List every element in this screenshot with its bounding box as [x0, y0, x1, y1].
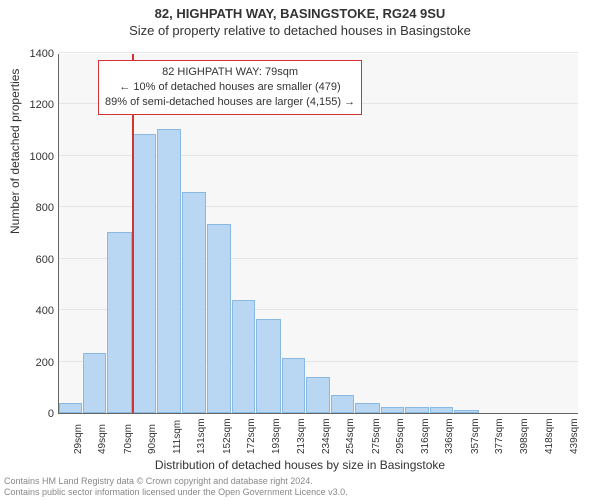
x-tick-label: 418sqm: [544, 418, 555, 454]
histogram-bar: [207, 224, 231, 413]
chart-title-line1: 82, HIGHPATH WAY, BASINGSTOKE, RG24 9SU: [0, 6, 600, 21]
x-tick-label: 234sqm: [321, 418, 332, 454]
y-tick-label: 0: [14, 408, 54, 420]
chart-title-block: 82, HIGHPATH WAY, BASINGSTOKE, RG24 9SU …: [0, 0, 600, 38]
y-tick-label: 400: [14, 305, 54, 317]
x-tick-label: 90sqm: [147, 424, 158, 454]
y-tick-label: 1200: [14, 99, 54, 111]
x-tick-label: 70sqm: [123, 424, 134, 454]
x-tick-label: 439sqm: [569, 418, 580, 454]
x-tick-label: 29sqm: [73, 424, 84, 454]
x-tick-label: 193sqm: [271, 418, 282, 454]
x-tick-label: 49sqm: [97, 424, 108, 454]
y-tick-label: 200: [14, 357, 54, 369]
footer-line1: Contains HM Land Registry data © Crown c…: [4, 476, 348, 487]
y-tick-label: 600: [14, 254, 54, 266]
x-tick-label: 111sqm: [172, 420, 183, 454]
histogram-bar: [256, 319, 280, 413]
x-tick-label: 336sqm: [444, 418, 455, 454]
histogram-bar: [107, 232, 131, 413]
x-tick-label: 131sqm: [196, 418, 207, 454]
annotation-line2: ← 10% of detached houses are smaller (47…: [105, 80, 355, 95]
x-tick-label: 172sqm: [246, 418, 257, 454]
histogram-bar: [355, 403, 379, 413]
histogram-bar: [157, 129, 181, 413]
y-tick-label: 1000: [14, 151, 54, 163]
x-tick-label: 357sqm: [470, 418, 481, 454]
x-tick-label: 213sqm: [296, 418, 307, 454]
histogram-bar: [282, 358, 305, 413]
histogram-bar: [454, 410, 478, 413]
gridline-h: [59, 52, 578, 53]
annotation-box: 82 HIGHPATH WAY: 79sqm← 10% of detached …: [98, 60, 362, 115]
footer-line2: Contains public sector information licen…: [4, 487, 348, 498]
annotation-line3: 89% of semi-detached houses are larger (…: [105, 95, 355, 110]
x-tick-label: 398sqm: [519, 418, 530, 454]
x-tick-label: 316sqm: [420, 418, 431, 454]
histogram-bar: [133, 134, 156, 413]
histogram-bar: [381, 407, 404, 413]
x-tick-label: 152sqm: [222, 418, 233, 454]
annotation-line1: 82 HIGHPATH WAY: 79sqm: [105, 65, 355, 80]
x-tick-label: 295sqm: [395, 418, 406, 454]
histogram-bar: [182, 192, 205, 413]
footer-attribution: Contains HM Land Registry data © Crown c…: [4, 476, 348, 499]
histogram-bar: [232, 300, 255, 413]
x-tick-label: 377sqm: [494, 418, 505, 454]
histogram-bar: [306, 377, 330, 413]
y-tick-label: 1400: [14, 48, 54, 60]
histogram-bar: [331, 395, 354, 413]
y-tick-label: 800: [14, 202, 54, 214]
x-axis-label: Distribution of detached houses by size …: [0, 458, 600, 472]
x-tick-label: 275sqm: [371, 418, 382, 454]
chart-title-line2: Size of property relative to detached ho…: [0, 23, 600, 38]
histogram-bar: [405, 407, 429, 413]
histogram-bar: [430, 407, 453, 413]
histogram-bar: [83, 353, 106, 413]
x-tick-label: 254sqm: [345, 418, 356, 454]
histogram-bar: [59, 403, 82, 413]
